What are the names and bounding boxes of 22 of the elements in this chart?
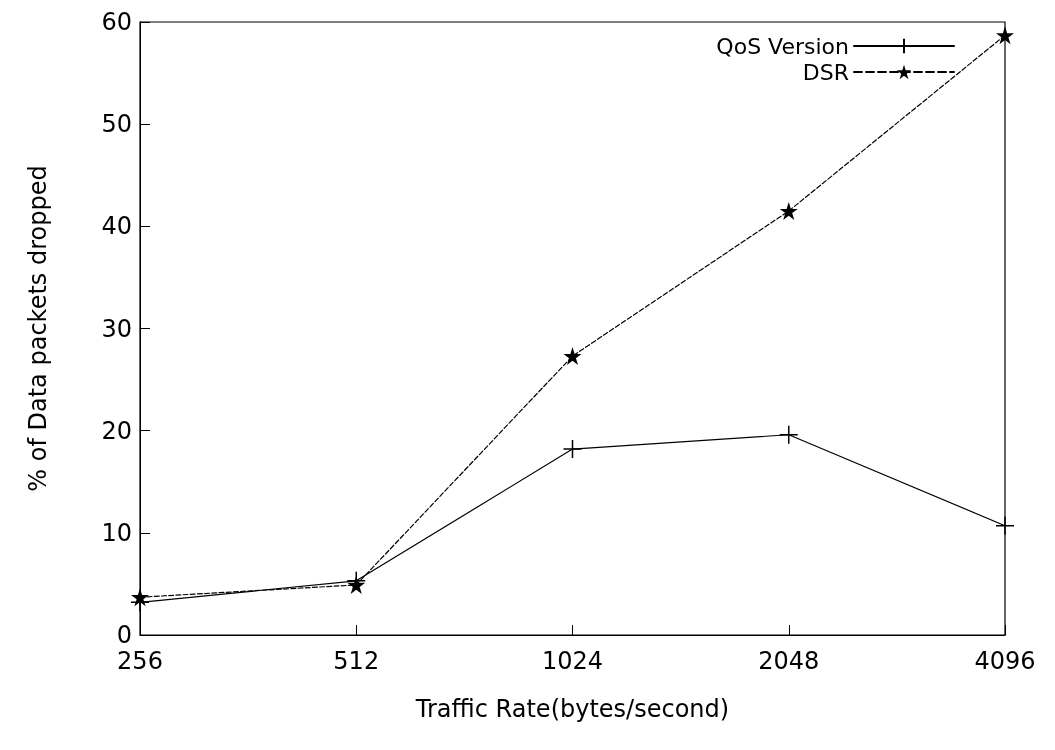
y-axis-title: % of Data packets dropped: [24, 165, 52, 492]
point: [996, 26, 1014, 45]
x-tick-label: 2048: [758, 647, 820, 675]
legend-label: DSR: [802, 59, 849, 85]
x-axis-title: Traffic Rate(bytes/second): [414, 695, 730, 723]
legend-label: QoS Version: [716, 33, 849, 59]
point: [563, 347, 582, 366]
y-tick-label: 30: [101, 314, 132, 343]
x-tick-label: 512: [333, 647, 380, 675]
x-tick-label: 4096: [974, 647, 1036, 675]
point: [995, 515, 1015, 536]
point: [562, 439, 583, 459]
x-tick-label: 1024: [541, 647, 604, 675]
y-tick-label: 0: [116, 621, 132, 649]
y-tick-label: 40: [101, 212, 132, 241]
y-tick-label: 50: [101, 110, 132, 139]
point: [779, 202, 798, 221]
point: [779, 425, 799, 445]
y-tick-label: 60: [101, 8, 132, 36]
x-tick-label: 256: [117, 647, 163, 675]
y-tick-label: 20: [101, 416, 132, 445]
y-tick-label: 10: [101, 518, 132, 547]
